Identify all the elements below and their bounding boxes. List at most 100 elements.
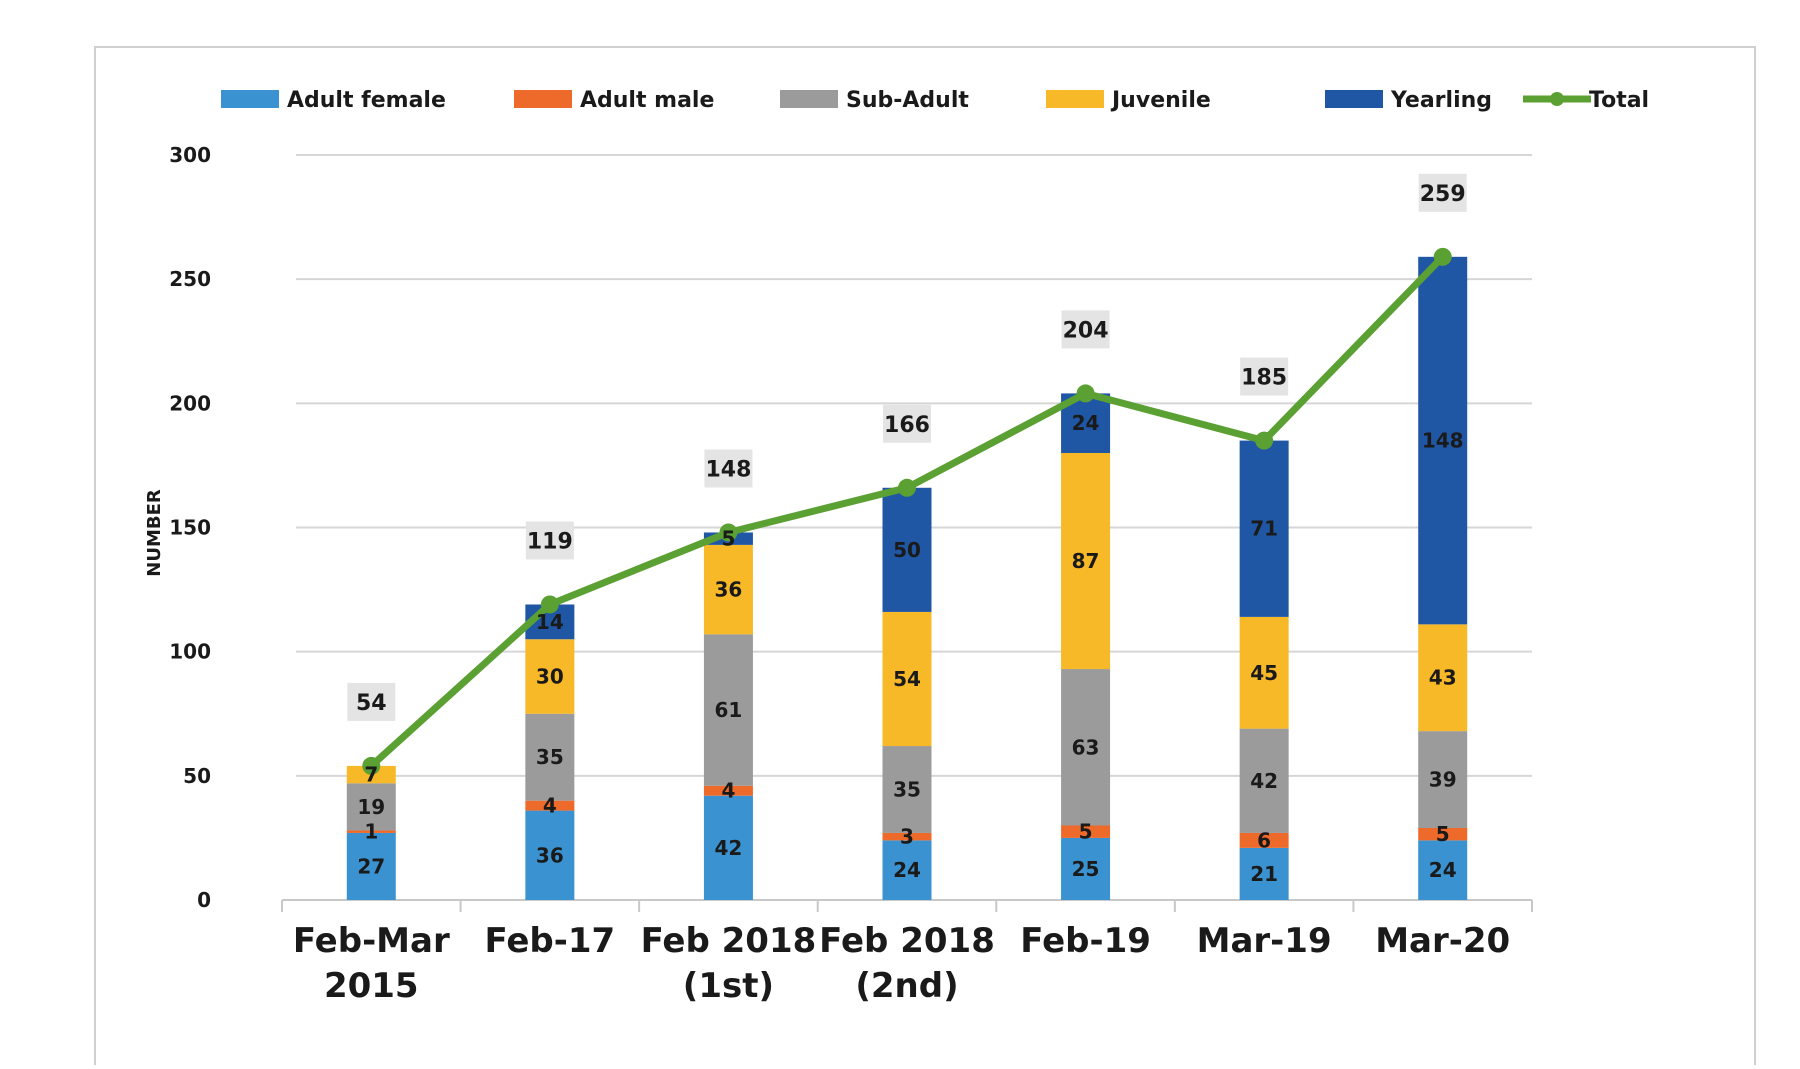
y-tick-label: 50	[183, 764, 211, 788]
y-tick-label: 200	[169, 391, 211, 415]
bar-segment-adult-male	[1418, 827, 1468, 841]
x-tick-label: Feb-17	[485, 921, 616, 961]
bar-segment-yearling	[1418, 256, 1468, 625]
data-label-yearling: 14	[536, 610, 564, 634]
data-label-yearling: 71	[1250, 517, 1278, 541]
data-label-adult-female: 36	[536, 843, 564, 867]
bar-segment-adult-male	[1061, 825, 1111, 838]
total-label-box	[525, 521, 574, 560]
data-label-adult-female: 24	[893, 858, 921, 882]
x-tick-label: Feb-19	[1020, 921, 1151, 961]
legend-swatch-sub-adult	[780, 90, 838, 108]
total-label-box	[883, 404, 931, 443]
legend-swatch-yearling	[1325, 90, 1383, 108]
x-tick-label: 2015	[324, 966, 419, 1006]
y-tick-label: 300	[169, 143, 211, 167]
legend-label: Total	[1589, 88, 1649, 113]
bar-segment-sub-adult	[882, 746, 932, 833]
legend-swatch-adult-female	[221, 90, 279, 108]
y-axis: 0 50 100 150 200 250 300	[169, 143, 211, 912]
x-tick-label: Mar-20	[1375, 921, 1510, 961]
data-label-sub-adult: 39	[1429, 768, 1457, 792]
chart-frame: Adult female Adult male Sub-Adult Juvenile Y…	[94, 46, 1756, 1065]
bar-segment-adult-male	[346, 830, 396, 833]
bar-segment-sub-adult	[1061, 669, 1111, 826]
x-tick-label: Feb-Mar	[293, 921, 450, 961]
x-tick-label: (2nd)	[855, 966, 958, 1006]
bar-segment-adult-female	[525, 810, 575, 900]
data-label-adult-female: 27	[357, 854, 385, 878]
data-label-adult-female: 42	[715, 836, 743, 860]
legend-label: Adult male	[580, 88, 714, 113]
data-label-adult-female: 25	[1072, 857, 1100, 881]
data-labels: 2711973643530144246136524335545025563872…	[357, 411, 1463, 886]
total-point	[1076, 384, 1095, 403]
x-tick-label: Feb 2018	[641, 921, 817, 961]
total-point	[1433, 247, 1452, 266]
y-tick-label: 250	[169, 267, 211, 291]
bar-segment-juvenile	[1061, 453, 1111, 670]
x-tick-label: (1st)	[683, 966, 774, 1006]
bar-segment-adult-female	[882, 840, 932, 900]
total-label: 259	[1420, 182, 1466, 207]
bar-segment-sub-adult	[1239, 728, 1289, 833]
data-label-sub-adult: 61	[715, 698, 743, 722]
data-label-juvenile: 36	[715, 578, 743, 602]
data-label-adult-male: 3	[900, 825, 914, 849]
legend: Adult female Adult male Sub-Adult Juvenile Y…	[221, 88, 1649, 113]
bar-segment-juvenile	[525, 639, 575, 714]
total-label-box	[1418, 173, 1467, 212]
data-label-sub-adult: 35	[536, 745, 564, 769]
bar-segment-sub-adult	[346, 783, 396, 831]
total-line: 54 119 148 166 204 185 259	[347, 173, 1467, 775]
total-label-box	[704, 449, 753, 488]
data-label-yearling: 50	[893, 538, 921, 562]
legend-swatch-adult-male	[514, 90, 572, 108]
bar-segment-juvenile	[882, 611, 932, 747]
data-label-juvenile: 7	[364, 763, 378, 787]
total-label-box	[1240, 357, 1289, 396]
data-label-yearling: 24	[1072, 411, 1100, 435]
data-label-juvenile: 54	[893, 667, 921, 691]
bar-segment-adult-male	[703, 785, 753, 796]
bar-segment-adult-male	[1239, 832, 1289, 848]
total-label-box	[347, 682, 396, 721]
total-label: 166	[884, 413, 930, 438]
total-label: 119	[527, 529, 573, 554]
legend-label: Adult female	[287, 88, 446, 113]
bar-segment-juvenile	[1418, 624, 1468, 732]
x-axis: Feb-Mar 2015 Feb-17 Feb 2018 (1st) Feb 2018 (2…	[281, 899, 1533, 1006]
bar-segment-sub-adult	[525, 713, 575, 801]
y-tick-label: 150	[169, 516, 211, 540]
x-tick-label: Mar-19	[1197, 921, 1332, 961]
total-label: 148	[705, 457, 751, 482]
total-point	[898, 478, 916, 497]
total-point	[1255, 431, 1274, 450]
bar-segment-adult-female	[1239, 847, 1289, 900]
bar-segment-adult-female	[1061, 837, 1111, 900]
bar-segment-adult-female	[1418, 840, 1468, 900]
total-label-box	[1061, 310, 1110, 349]
data-label-adult-female: 21	[1250, 862, 1278, 886]
data-label-sub-adult: 63	[1072, 735, 1100, 759]
bar-segment-sub-adult	[703, 634, 753, 786]
data-label-juvenile: 45	[1250, 661, 1278, 685]
data-label-juvenile: 87	[1072, 549, 1100, 573]
legend-label: Sub-Adult	[846, 88, 969, 113]
bar-segment-yearling	[882, 487, 932, 612]
bar-segment-juvenile	[1239, 616, 1289, 729]
data-label-sub-adult: 35	[893, 777, 921, 801]
legend-label: Yearling	[1390, 88, 1492, 113]
data-label-adult-male: 1	[364, 820, 378, 844]
legend-label: Juvenile	[1110, 88, 1211, 113]
bar-segment-sub-adult	[1418, 731, 1468, 828]
bar-segment-yearling	[1239, 440, 1289, 617]
y-axis-label: NUMBER	[144, 489, 165, 577]
x-tick-label: Feb 2018	[819, 921, 995, 961]
data-label-adult-male: 4	[543, 794, 557, 818]
total-point	[362, 756, 381, 775]
y-tick-label: 100	[169, 640, 211, 664]
bar-segment-adult-male	[882, 832, 932, 841]
data-label-juvenile: 30	[536, 665, 564, 689]
bars	[346, 256, 1468, 900]
